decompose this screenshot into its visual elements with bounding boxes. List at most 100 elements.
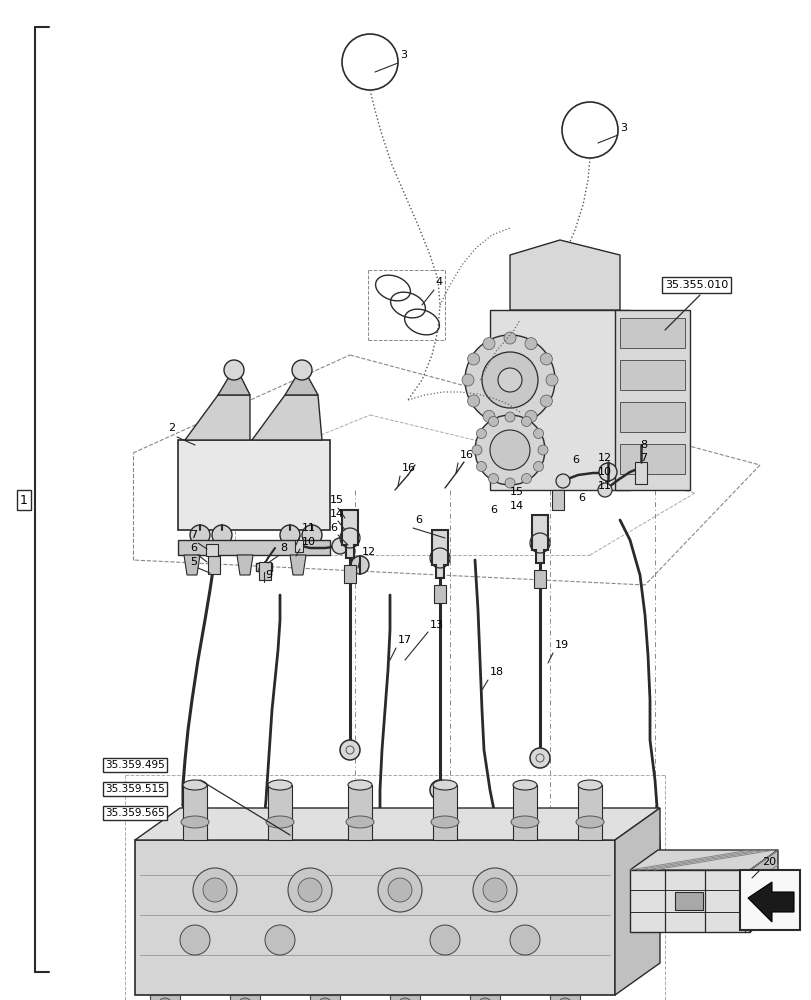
Polygon shape: [531, 515, 547, 563]
Text: 3: 3: [620, 123, 626, 133]
Circle shape: [533, 428, 543, 438]
Bar: [620, 360, 684, 390]
Bar: [208, 556, 220, 574]
Polygon shape: [150, 995, 180, 1000]
Text: 12: 12: [597, 453, 611, 463]
Bar: [268, 785, 292, 840]
Ellipse shape: [266, 816, 294, 828]
Circle shape: [302, 525, 322, 545]
Text: 19: 19: [554, 640, 569, 650]
Bar: [432, 785, 457, 840]
Circle shape: [599, 463, 616, 481]
Bar: [294, 540, 303, 552]
Polygon shape: [184, 555, 200, 575]
Text: 6: 6: [489, 505, 496, 515]
Bar: [551, 490, 564, 510]
Circle shape: [478, 998, 491, 1000]
Polygon shape: [470, 995, 500, 1000]
Circle shape: [465, 335, 554, 425]
Polygon shape: [747, 882, 793, 922]
Text: 16: 16: [401, 463, 415, 473]
Circle shape: [476, 428, 486, 438]
Circle shape: [556, 474, 569, 488]
Polygon shape: [310, 995, 340, 1000]
Circle shape: [467, 395, 479, 407]
Circle shape: [318, 998, 332, 1000]
Circle shape: [493, 857, 515, 879]
Polygon shape: [237, 555, 253, 575]
Circle shape: [474, 415, 544, 485]
Circle shape: [483, 338, 495, 350]
Text: 13: 13: [430, 620, 444, 630]
Text: 35.359.515: 35.359.515: [105, 784, 165, 794]
Text: 4: 4: [435, 277, 441, 287]
Ellipse shape: [432, 780, 457, 790]
Bar: [674, 892, 702, 910]
Polygon shape: [290, 555, 306, 575]
Circle shape: [238, 998, 251, 1000]
Polygon shape: [549, 995, 579, 1000]
Text: 7: 7: [190, 530, 197, 540]
Circle shape: [203, 878, 227, 902]
Bar: [634, 462, 646, 484]
Text: 6: 6: [414, 515, 422, 525]
Text: 6: 6: [329, 523, 337, 533]
Circle shape: [280, 525, 299, 545]
Circle shape: [340, 740, 359, 760]
Text: 35.355.010: 35.355.010: [664, 280, 727, 290]
Polygon shape: [217, 375, 250, 395]
Polygon shape: [135, 840, 614, 995]
Circle shape: [332, 538, 348, 554]
Polygon shape: [178, 440, 329, 530]
Text: 9: 9: [264, 570, 272, 580]
Bar: [577, 785, 601, 840]
Ellipse shape: [268, 780, 292, 790]
Ellipse shape: [181, 816, 208, 828]
Bar: [534, 570, 545, 588]
Circle shape: [483, 410, 495, 422]
Circle shape: [190, 525, 210, 545]
Circle shape: [180, 925, 210, 955]
Circle shape: [476, 462, 486, 472]
Text: 6: 6: [571, 455, 578, 465]
Polygon shape: [389, 995, 419, 1000]
Circle shape: [158, 998, 172, 1000]
Circle shape: [365, 849, 387, 871]
Bar: [620, 444, 684, 474]
Circle shape: [539, 353, 551, 365]
Polygon shape: [749, 850, 777, 932]
Text: 1: 1: [20, 493, 28, 506]
Circle shape: [167, 834, 189, 856]
Bar: [433, 585, 445, 603]
Circle shape: [597, 483, 611, 497]
Circle shape: [650, 880, 672, 902]
Polygon shape: [341, 510, 358, 558]
Circle shape: [557, 998, 571, 1000]
Bar: [255, 563, 272, 571]
Bar: [259, 562, 271, 580]
Text: 10: 10: [302, 537, 315, 547]
Text: 35.359.565: 35.359.565: [105, 808, 165, 818]
Circle shape: [224, 360, 243, 380]
Circle shape: [350, 556, 368, 574]
Circle shape: [288, 868, 332, 912]
Text: 20: 20: [761, 857, 775, 867]
Polygon shape: [431, 530, 448, 578]
Circle shape: [538, 445, 547, 455]
Circle shape: [525, 338, 536, 350]
Bar: [513, 785, 536, 840]
Circle shape: [467, 353, 479, 365]
Circle shape: [488, 416, 498, 426]
Circle shape: [298, 878, 322, 902]
Circle shape: [430, 780, 449, 800]
Circle shape: [488, 474, 498, 484]
Polygon shape: [739, 870, 799, 930]
Text: 18: 18: [489, 667, 504, 677]
Circle shape: [461, 374, 474, 386]
Text: 7: 7: [639, 453, 646, 463]
Text: 12: 12: [362, 547, 375, 557]
Text: 8: 8: [639, 440, 646, 450]
Text: 3: 3: [400, 50, 406, 60]
Bar: [348, 785, 371, 840]
Text: 15: 15: [329, 495, 344, 505]
